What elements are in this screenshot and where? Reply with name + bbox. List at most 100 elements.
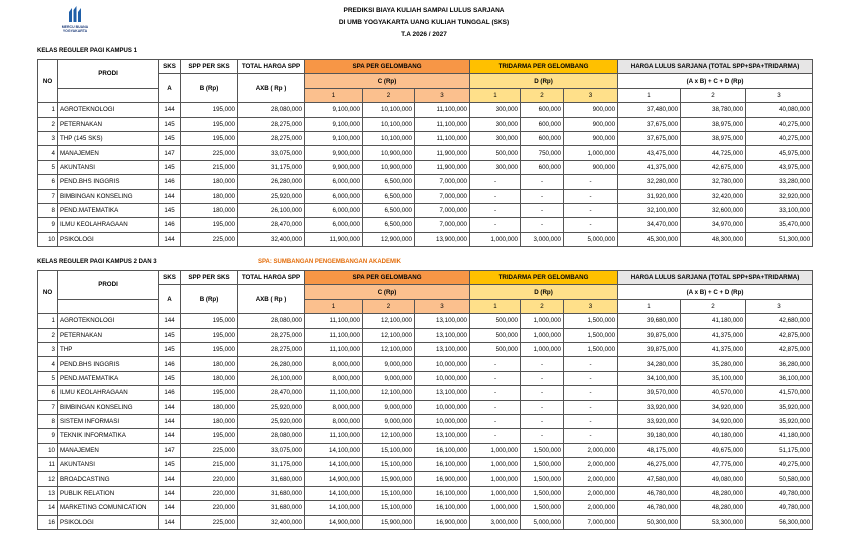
- cell: 37,675,000: [617, 116, 682, 132]
- cell: 34,970,000: [680, 217, 747, 233]
- cell: 1,000,000: [469, 457, 521, 473]
- header-cell: [57, 298, 159, 315]
- cell: 15,900,000: [362, 514, 415, 531]
- cell: 9,100,000: [304, 102, 363, 118]
- cell: 10: [37, 231, 58, 248]
- cell: 40,275,000: [745, 130, 814, 147]
- cell: 145: [158, 130, 181, 147]
- cell: 32,920,000: [745, 188, 814, 204]
- cell: 144: [158, 485, 181, 502]
- cell: 146: [158, 217, 181, 233]
- cell: 145: [158, 202, 181, 219]
- cell: 215,000: [180, 159, 238, 176]
- cell: 1,000,000: [562, 145, 619, 161]
- logo-text: MERCU BUANA: [61, 25, 89, 29]
- cell: 4: [37, 145, 58, 161]
- data-row: 3 THP (145 SKS) 145 195,000 28,275,000 9,100,…: [37, 130, 814, 147]
- data-row: 11 AKUNTANSI 145 215,000 31,175,000 14,100,00…: [37, 457, 814, 473]
- data-row: 5 AKUNTANSI 145 215,000 31,175,000 9,900,000 1…: [37, 159, 814, 176]
- cell: 10,900,000: [362, 159, 415, 176]
- data-row: 2 PETERNAKAN 145 195,000 28,275,000 9,100,000…: [37, 116, 814, 132]
- header-cell: 3: [562, 87, 619, 104]
- header-cell: SKS: [158, 269, 181, 286]
- cell: 3,000,000: [520, 231, 564, 248]
- cell: -: [469, 413, 521, 430]
- cell: 15,900,000: [362, 471, 415, 487]
- cell: 14,100,000: [304, 485, 363, 502]
- cell: 9,000,000: [362, 399, 415, 415]
- cell: -: [562, 413, 619, 430]
- cell: -: [520, 370, 564, 387]
- cell: 45,300,000: [617, 231, 682, 248]
- cell: 12,100,000: [362, 313, 415, 329]
- cell: 15,100,000: [362, 485, 415, 502]
- cell: 16,100,000: [414, 485, 470, 502]
- cell: 900,000: [562, 130, 619, 147]
- logo-text: YOGYAKARTA: [62, 29, 88, 33]
- header-cell: SPA PER GELOMBANG: [304, 58, 470, 75]
- cell: 9,100,000: [304, 116, 363, 132]
- header-cell: AXB ( Rp ): [237, 284, 305, 315]
- cell: 225,000: [180, 514, 238, 531]
- header-cell: SKS: [158, 58, 181, 75]
- cell: 500,000: [469, 313, 521, 329]
- cell: 195,000: [180, 130, 238, 147]
- cell: 11,900,000: [414, 145, 470, 161]
- cell: 180,000: [180, 202, 238, 219]
- data-row: 2 PETERNAKAN 145 195,000 28,275,000 11,100,00…: [37, 327, 814, 343]
- data-row: 4 MANAJEMEN 147 225,000 33,075,000 9,900,000 1…: [37, 145, 814, 161]
- cell: 14,900,000: [304, 471, 363, 487]
- cell: 41,375,000: [680, 327, 747, 343]
- cell: 5,000,000: [520, 514, 564, 531]
- cell: 2,000,000: [562, 457, 619, 473]
- cell: 3: [37, 130, 58, 147]
- cell: 6,500,000: [362, 217, 415, 233]
- cell: 1,500,000: [520, 485, 564, 502]
- cell: 12,100,000: [362, 428, 415, 444]
- cell: 1,500,000: [520, 457, 564, 473]
- cell: 2,000,000: [562, 471, 619, 487]
- cell: 14,100,000: [304, 457, 363, 473]
- cell: 225,000: [180, 231, 238, 248]
- cell: 14,100,000: [304, 442, 363, 459]
- cell: 144: [158, 413, 181, 430]
- cell: 26,280,000: [237, 356, 305, 372]
- cell: -: [520, 217, 564, 233]
- cell: 32,600,000: [680, 202, 747, 219]
- cell: 180,000: [180, 370, 238, 387]
- cell: 15,100,000: [362, 457, 415, 473]
- cell: 1,000,000: [520, 313, 564, 329]
- cell: 6,000,000: [304, 217, 363, 233]
- cell: ILMU KEOLAHRAGAAN: [57, 385, 159, 401]
- cell: 147: [158, 145, 181, 161]
- cell: THP (145 SKS): [57, 130, 159, 147]
- cell: 300,000: [469, 130, 521, 147]
- cell: 225,000: [180, 442, 238, 459]
- cell: 6,000,000: [304, 188, 363, 204]
- cell: 1,500,000: [562, 341, 619, 358]
- cell: 16,100,000: [414, 500, 470, 516]
- cell: 600,000: [520, 159, 564, 176]
- cell: 1,000,000: [469, 500, 521, 516]
- cell: 144: [158, 102, 181, 118]
- cell: 40,275,000: [745, 116, 814, 132]
- cell: 3: [37, 341, 58, 358]
- cell: 7,000,000: [562, 514, 619, 531]
- data-row: 16 PSIKOLOGI 144 225,000 32,400,000 14,900,00…: [37, 514, 814, 531]
- cell: -: [562, 188, 619, 204]
- cell: 28,470,000: [237, 217, 305, 233]
- header-cell: TOTAL HARGA SPP: [237, 58, 305, 75]
- cell: 600,000: [520, 102, 564, 118]
- header-cell: SPP PER SKS: [180, 269, 238, 286]
- cell: 33,075,000: [237, 145, 305, 161]
- cell: MARKETING COMUNICATION: [57, 500, 159, 516]
- data-row: 7 BIMBINGAN KONSELING 144 180,000 25,920,000…: [37, 188, 814, 204]
- cell: 2,000,000: [562, 500, 619, 516]
- cell: 145: [158, 370, 181, 387]
- data-row: 10 PSIKOLOGI 144 225,000 32,400,000 11,900,00…: [37, 231, 814, 248]
- header-cell: 1: [469, 298, 521, 315]
- cell: 220,000: [180, 471, 238, 487]
- cell: 56,300,000: [745, 514, 814, 531]
- header-cell: (A x B) + C + D (Rp): [617, 73, 814, 89]
- header-cell: B (Rp): [180, 284, 238, 315]
